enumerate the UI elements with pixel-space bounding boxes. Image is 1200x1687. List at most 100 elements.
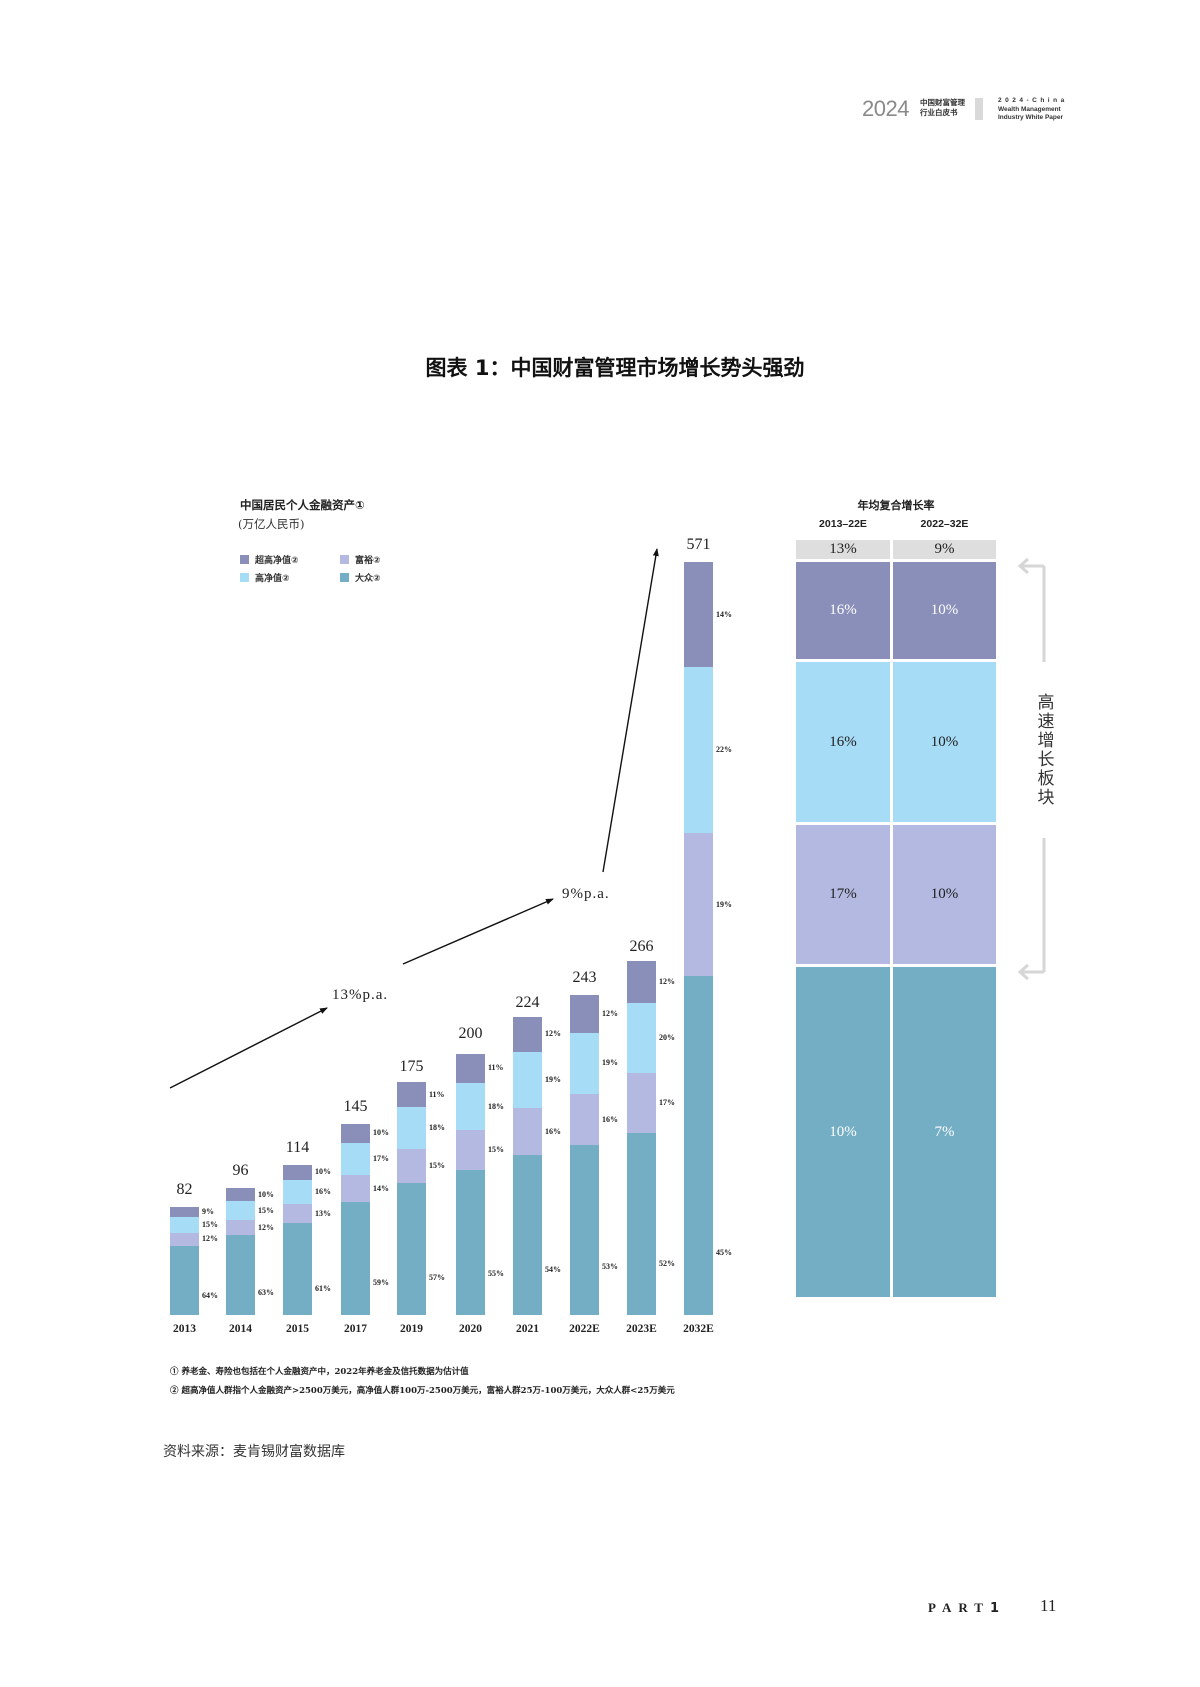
bar-segment [456,1053,485,1083]
x-axis-label: 2017 [344,1323,367,1335]
bar-segment [456,1169,485,1315]
segment-percent-label: 16% [602,1114,618,1124]
bar-segment [170,1232,199,1246]
legend-item-mass: 大众② [340,571,381,584]
bar-segment [170,1216,199,1233]
bar-segment [283,1223,312,1315]
cagr-affluent-2: 10% [893,825,996,964]
legend-swatch-icon [340,555,349,564]
segment-percent-label: 55% [488,1269,504,1279]
legend-swatch-icon [240,555,249,564]
bar-segment [684,976,713,1315]
bar-segment [226,1201,255,1221]
bar-segment [456,1130,485,1170]
bar-segment [226,1220,255,1236]
header-cn-title: 中国财富管理 行业白皮书 [920,98,965,118]
legend-item-hnw: 高净值② [240,571,290,584]
bar-segment [513,1108,542,1156]
bar-segment [397,1148,426,1184]
segment-percent-label: 12% [202,1234,218,1244]
figure-title: 图表 1：中国财富管理市场增长势头强劲 [425,356,805,380]
bar-total-label: 82 [176,1180,193,1198]
growth-label-2013-22: 13%p.a. [332,987,389,1003]
header-cn-line1: 中国财富管理 [920,98,965,107]
segment-percent-label: 13% [315,1208,331,1218]
bar-total-label: 266 [629,938,654,956]
segment-percent-label: 12% [545,1029,561,1039]
cagr-period-2: 2022–32E [920,518,969,530]
segment-percent-label: 9% [202,1206,214,1216]
segment-percent-label: 11% [429,1089,445,1099]
segment-percent-label: 61% [315,1284,331,1294]
bar-segment [226,1188,255,1202]
bar-total-label: 571 [686,536,711,553]
bar-segment [397,1107,426,1149]
legend-swatch-icon [340,573,349,582]
bar-segment [513,1052,542,1109]
legend-item-affluent: 富裕② [340,553,381,566]
x-axis-label: 2022E [569,1323,600,1335]
bar-segment [226,1235,255,1315]
x-axis-label: 2014 [229,1323,252,1335]
bar-segment [341,1202,370,1315]
x-axis-label: 2020 [459,1323,482,1335]
cagr-mass-1: 10% [796,967,890,1297]
segment-percent-label: 45% [716,1248,732,1257]
cagr-period-1: 2013–22E [819,518,867,530]
segment-percent-label: 52% [659,1258,675,1268]
bar-total-label: 175 [399,1058,424,1076]
bar-segment [513,1016,542,1053]
bar-segment [341,1123,370,1143]
bar-total-label: 224 [515,993,540,1011]
footer-part: PART1 [928,1600,1006,1616]
page-number: 11 [1040,1596,1057,1615]
x-axis-label: 2021 [516,1323,539,1335]
bar-segment [570,1145,599,1315]
x-axis-label: 2032E [683,1323,714,1335]
bar-total-label: 145 [343,1097,368,1115]
cagr-hnw-1: 16% [796,662,890,822]
bar-segment [397,1081,426,1108]
segment-percent-label: 12% [258,1222,274,1232]
cagr-affluent-1: 17% [796,825,890,964]
cagr-total-2: 9% [893,540,996,559]
bar-segment [570,994,599,1033]
bar-total-label: 114 [285,1138,310,1156]
segment-percent-label: 57% [429,1273,445,1283]
bracket-arrow-icon [1017,557,1046,981]
segment-percent-label: 15% [429,1161,445,1171]
legend-label: 超高净值② [255,556,299,566]
segment-percent-label: 22% [716,745,732,755]
legend-swatch-icon [240,573,249,582]
bar-segment [397,1183,426,1315]
header-cn-line2: 行业白皮书 [920,108,958,117]
bar-segment [684,833,713,977]
segment-percent-label: 19% [545,1075,561,1085]
segment-percent-label: 11% [488,1063,504,1073]
segment-percent-label: 59% [373,1278,389,1288]
segment-percent-label: 16% [545,1126,561,1136]
segment-percent-label: 14% [373,1183,389,1193]
segment-percent-label: 15% [258,1205,274,1215]
segment-percent-label: 17% [659,1097,675,1107]
segment-percent-label: 12% [602,1008,618,1018]
growth-label-2022-32: 9%p.a. [562,886,610,902]
bar-segment [170,1245,199,1315]
bar-segment [341,1142,370,1176]
bar-segment [170,1206,199,1217]
bar-total-label: 200 [458,1025,483,1043]
header-en-line2: Wealth Management [998,105,1061,113]
segment-percent-label: 10% [315,1167,331,1177]
bar-segment [627,1002,656,1073]
chart-title: 中国居民个人金融资产① [240,498,365,512]
bar-segment [513,1155,542,1315]
high-growth-segment-label: 高速增长板块 [1037,693,1055,808]
footer-part-number: 1 [989,1601,1007,1616]
bar-segment [684,667,713,834]
header-divider [975,98,983,120]
cagr-hnw-2: 10% [893,662,996,822]
segment-percent-label: 18% [429,1123,445,1133]
segment-percent-label: 15% [488,1145,504,1155]
legend-item-uhnw: 超高净值② [240,553,299,566]
